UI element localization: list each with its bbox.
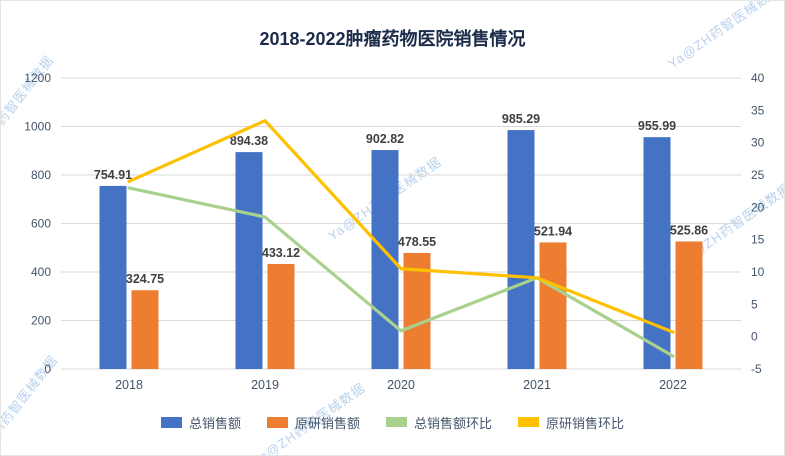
right-axis-tick: 15	[751, 233, 765, 247]
line-series	[127, 119, 675, 334]
legend-label: 原研销售额	[294, 415, 360, 431]
bar	[507, 130, 535, 369]
right-axis-tick: -5	[751, 362, 762, 376]
bar-label: 525.86	[670, 223, 708, 237]
right-axis-tick: 10	[751, 265, 765, 279]
left-axis-tick: 800	[31, 168, 51, 182]
x-axis-label: 2018	[115, 378, 143, 392]
legend: 总销售额 原研销售额 总销售额环比 原研销售环比	[1, 409, 784, 435]
left-axis-tick: 600	[31, 217, 51, 231]
left-axis-tick: 1200	[24, 71, 51, 85]
bar	[643, 137, 671, 369]
bar	[99, 185, 127, 369]
legend-swatch	[160, 416, 182, 428]
chart-title: 2018-2022肿瘤药物医院销售情况	[259, 29, 526, 49]
right-axis-tick: 40	[751, 71, 765, 85]
bar-label: 433.12	[262, 246, 300, 260]
line-series	[127, 186, 675, 358]
x-axis-label: 2020	[387, 378, 415, 392]
right-axis-tick: 25	[751, 168, 765, 182]
bar-label: 754.91	[94, 168, 132, 182]
bar	[403, 252, 431, 369]
left-axis-tick: 400	[31, 265, 51, 279]
legend-item: 总销售额	[160, 413, 241, 432]
bar-label: 324.75	[126, 272, 164, 286]
bar-label: 894.38	[230, 134, 268, 148]
bar-label: 902.82	[366, 132, 404, 146]
bar	[539, 242, 567, 369]
bar	[267, 263, 295, 369]
right-axis-tick: 0	[751, 330, 758, 344]
legend-item: 总销售额环比	[386, 413, 492, 432]
legend-label: 总销售额	[188, 415, 241, 431]
legend-swatch	[386, 417, 407, 427]
legend-swatch	[266, 416, 288, 428]
x-axis-label: 2019	[251, 378, 279, 392]
left-axis-tick: 0	[44, 362, 51, 376]
bar-label: 985.29	[502, 112, 540, 126]
right-axis-tick: 20	[751, 200, 765, 214]
bar-label: 521.94	[534, 224, 572, 238]
left-axis-tick: 1000	[24, 120, 51, 134]
right-axis-tick: 35	[751, 103, 765, 117]
legend-item: 原研销售额	[266, 413, 360, 432]
legend-swatch	[518, 417, 540, 427]
bar-label: 955.99	[638, 119, 676, 133]
legend-label: 原研销售环比	[546, 415, 625, 431]
bar	[131, 290, 159, 369]
bar	[235, 152, 263, 369]
x-axis-label: 2021	[523, 378, 551, 392]
legend-label: 总销售额环比	[414, 415, 493, 431]
legend-item: 原研销售环比	[518, 413, 624, 432]
x-axis-label: 2022	[659, 378, 687, 392]
bar-label: 478.55	[398, 235, 436, 249]
left-axis-tick: 200	[31, 314, 51, 328]
right-axis-tick: 5	[751, 297, 758, 311]
right-axis-tick: 30	[751, 136, 765, 150]
bar	[675, 241, 703, 369]
